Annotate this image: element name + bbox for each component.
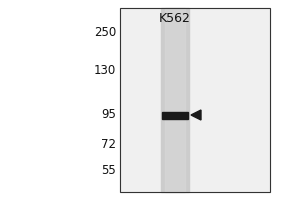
Text: 130: 130 (94, 64, 116, 76)
Text: K562: K562 (159, 12, 191, 25)
Bar (165, 8, 185, 192)
Bar (120, 8, 270, 192)
Bar (120, 8, 270, 192)
Text: 95: 95 (101, 108, 116, 121)
Text: 55: 55 (101, 164, 116, 176)
Bar (161, 8, 189, 192)
Bar (162, 112, 188, 118)
Text: 72: 72 (101, 138, 116, 152)
Text: 250: 250 (94, 25, 116, 38)
Polygon shape (191, 110, 201, 120)
